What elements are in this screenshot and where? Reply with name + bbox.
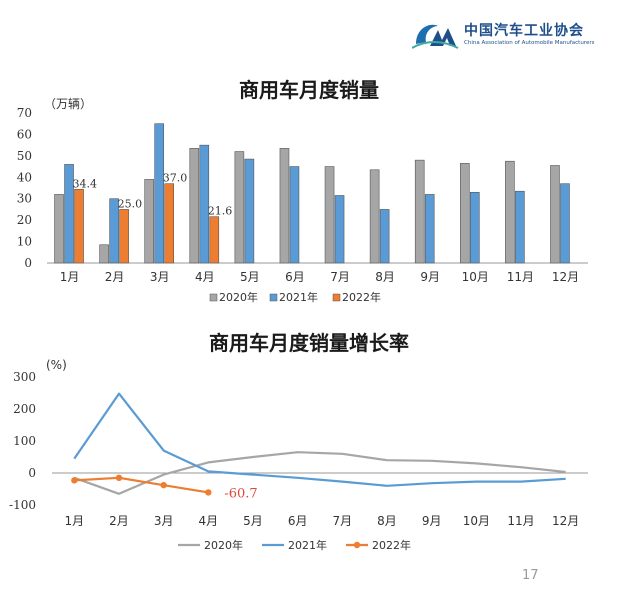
bar-2021年 bbox=[515, 190, 525, 264]
line-point-2022年 bbox=[71, 477, 78, 484]
bar-x-tick-label: 9月 bbox=[420, 270, 440, 284]
bar-chart-unit-label: （万辆） bbox=[44, 97, 92, 111]
line-chart-unit-label: (%) bbox=[46, 358, 67, 372]
bar-2022年 bbox=[119, 209, 129, 264]
bar-x-tick-label: 10月 bbox=[462, 270, 489, 284]
line-y-tick-label: 0 bbox=[28, 466, 36, 480]
bar-y-tick-label: 40 bbox=[17, 170, 32, 184]
line-x-tick-label: 8月 bbox=[377, 514, 397, 528]
bar-2022年 bbox=[74, 188, 84, 264]
bar-y-tick-label: 30 bbox=[17, 192, 32, 206]
bar-2020年 bbox=[279, 148, 290, 264]
line-x-tick-label: 4月 bbox=[199, 514, 219, 528]
bar-y-tick-label: 70 bbox=[17, 106, 32, 120]
bar-legend-label: 2022年 bbox=[342, 290, 381, 304]
line-series-2022年 bbox=[74, 476, 209, 494]
line-series-2021年 bbox=[73, 392, 566, 487]
bar-x-tick-label: 2月 bbox=[105, 270, 125, 284]
bar-data-label: 37.0 bbox=[163, 172, 188, 185]
bar-x-tick-label: 7月 bbox=[330, 270, 350, 284]
bar-legend-swatch bbox=[209, 293, 218, 302]
bar-2021年 bbox=[109, 198, 119, 264]
bar-data-label: 25.0 bbox=[118, 197, 143, 210]
bar-2021年 bbox=[199, 144, 210, 264]
logo-text-cn: 中国汽车工业协会 bbox=[464, 23, 584, 39]
bar-2020年 bbox=[144, 179, 155, 264]
bar-legend-swatch bbox=[269, 293, 278, 302]
bar-2021年 bbox=[424, 194, 435, 264]
line-legend-label: 2021年 bbox=[288, 538, 327, 552]
line-x-tick-label: 1月 bbox=[65, 514, 85, 528]
bar-x-tick-label: 3月 bbox=[150, 270, 170, 284]
bar-data-label: 34.4 bbox=[73, 177, 98, 190]
bar-x-tick-label: 8月 bbox=[375, 270, 395, 284]
bar-y-tick-label: 20 bbox=[17, 213, 32, 227]
line-chart-title: 商用车月度销量增长率 bbox=[209, 331, 409, 355]
bar-y-tick-label: 50 bbox=[17, 149, 32, 163]
line-x-tick-label: 11月 bbox=[507, 514, 534, 528]
line-legend-marker bbox=[353, 541, 361, 549]
line-y-tick-label: 200 bbox=[13, 402, 36, 416]
line-y-tick-label: -100 bbox=[9, 498, 36, 512]
bar-x-tick-label: 4月 bbox=[195, 270, 215, 284]
bar-legend-label: 2021年 bbox=[279, 290, 318, 304]
bar-2021年 bbox=[334, 195, 345, 264]
page-number: 17 bbox=[522, 568, 539, 583]
line-x-tick-label: 7月 bbox=[333, 514, 353, 528]
line-y-tick-label: 300 bbox=[13, 370, 36, 384]
bar-2020年 bbox=[459, 163, 470, 264]
bar-2020年 bbox=[414, 159, 425, 264]
line-x-tick-label: 3月 bbox=[154, 514, 174, 528]
logo-text-en: China Association of Automobile Manufact… bbox=[464, 40, 595, 46]
line-x-tick-label: 12月 bbox=[552, 514, 579, 528]
line-legend-label: 2020年 bbox=[204, 538, 243, 552]
line-series-2020年 bbox=[73, 451, 566, 495]
bar-2021年 bbox=[379, 209, 390, 264]
logo: 中国汽车工业协会 China Association of Automobile… bbox=[412, 18, 602, 52]
bar-legend-swatch bbox=[332, 293, 341, 302]
bar-y-tick-label: 60 bbox=[17, 127, 32, 141]
bar-2020年 bbox=[369, 169, 380, 264]
line-legend-label: 2022年 bbox=[372, 538, 411, 552]
bar-data-label: 21.6 bbox=[208, 205, 233, 218]
bar-x-tick-label: 12月 bbox=[552, 270, 579, 284]
bar-2020年 bbox=[550, 165, 560, 264]
bar-legend-label: 2020年 bbox=[219, 290, 258, 304]
bar-2022年 bbox=[164, 183, 175, 264]
bar-2021年 bbox=[154, 123, 165, 264]
bar-2020年 bbox=[324, 166, 335, 264]
bar-2020年 bbox=[505, 160, 515, 264]
bar-x-tick-label: 11月 bbox=[507, 270, 534, 284]
bar-2020年 bbox=[99, 244, 109, 264]
bar-2021年 bbox=[560, 183, 570, 264]
bar-x-tick-label: 1月 bbox=[60, 270, 80, 284]
line-x-tick-label: 6月 bbox=[288, 514, 308, 528]
bar-chart-title: 商用车月度销量 bbox=[239, 78, 379, 102]
line-point-2022年 bbox=[160, 481, 167, 489]
line-data-label: -60.7 bbox=[224, 486, 257, 501]
bar-x-tick-label: 5月 bbox=[240, 270, 260, 284]
bar-2020年 bbox=[54, 194, 64, 264]
line-point-2022年 bbox=[115, 474, 123, 481]
line-y-tick-label: 100 bbox=[13, 434, 36, 448]
logo-mark-icon bbox=[412, 24, 459, 49]
line-x-tick-label: 10月 bbox=[463, 514, 490, 528]
line-x-tick-label: 2月 bbox=[109, 514, 129, 528]
bar-x-tick-label: 6月 bbox=[285, 270, 305, 284]
bar-y-tick-label: 10 bbox=[17, 235, 32, 249]
bar-2020年 bbox=[234, 151, 245, 264]
bar-2022年 bbox=[209, 216, 220, 264]
line-point-2022年 bbox=[205, 489, 212, 496]
line-x-tick-label: 5月 bbox=[243, 514, 263, 528]
line-x-tick-label: 9月 bbox=[422, 514, 442, 528]
bar-2021年 bbox=[289, 166, 300, 264]
bar-2021年 bbox=[469, 191, 480, 264]
bar-2021年 bbox=[64, 164, 74, 264]
bar-2021年 bbox=[244, 158, 255, 264]
bar-2020年 bbox=[189, 148, 200, 264]
bar-y-tick-label: 0 bbox=[24, 256, 32, 270]
